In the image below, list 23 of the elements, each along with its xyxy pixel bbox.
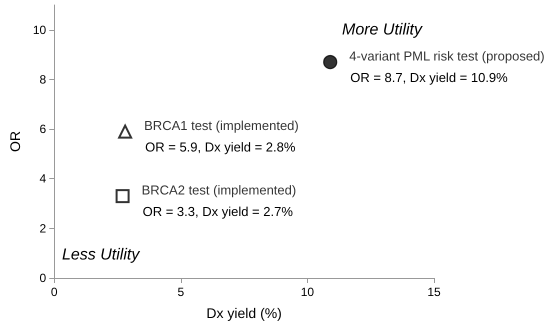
y-tick-label: 4 <box>40 172 47 186</box>
annotation: OR = 8.7, Dx yield = 10.9% <box>350 70 508 86</box>
point <box>323 54 338 70</box>
annotation: OR = 3.3, Dx yield = 2.7% <box>142 204 294 220</box>
annotation: More Utility <box>342 22 423 38</box>
x-tick-label: 10 <box>300 285 314 299</box>
y-tick-label: 8 <box>40 72 47 86</box>
series-label: BRCA1 test (implemented) <box>144 118 299 134</box>
point <box>118 124 132 139</box>
x-axis-title: Dx yield (%) <box>206 305 282 321</box>
annotation: Less Utility <box>62 246 140 264</box>
point <box>116 189 130 204</box>
y-tick-label: 0 <box>40 271 47 285</box>
y-tick-label: 2 <box>40 221 47 236</box>
annotation: OR = 5.9, Dx yield = 2.8% <box>145 140 296 155</box>
y-axis-title: OR <box>7 131 23 152</box>
series-label: 4-variant PML risk test (proposed) <box>349 48 545 64</box>
y-tick-label: 6 <box>40 122 47 136</box>
x-tick-label: 5 <box>177 285 184 299</box>
x-tick-label: 0 <box>50 285 58 299</box>
y-tick-label: 10 <box>32 22 47 37</box>
x-tick-label: 15 <box>427 285 441 299</box>
series-label: BRCA2 test (implemented) <box>142 182 296 198</box>
